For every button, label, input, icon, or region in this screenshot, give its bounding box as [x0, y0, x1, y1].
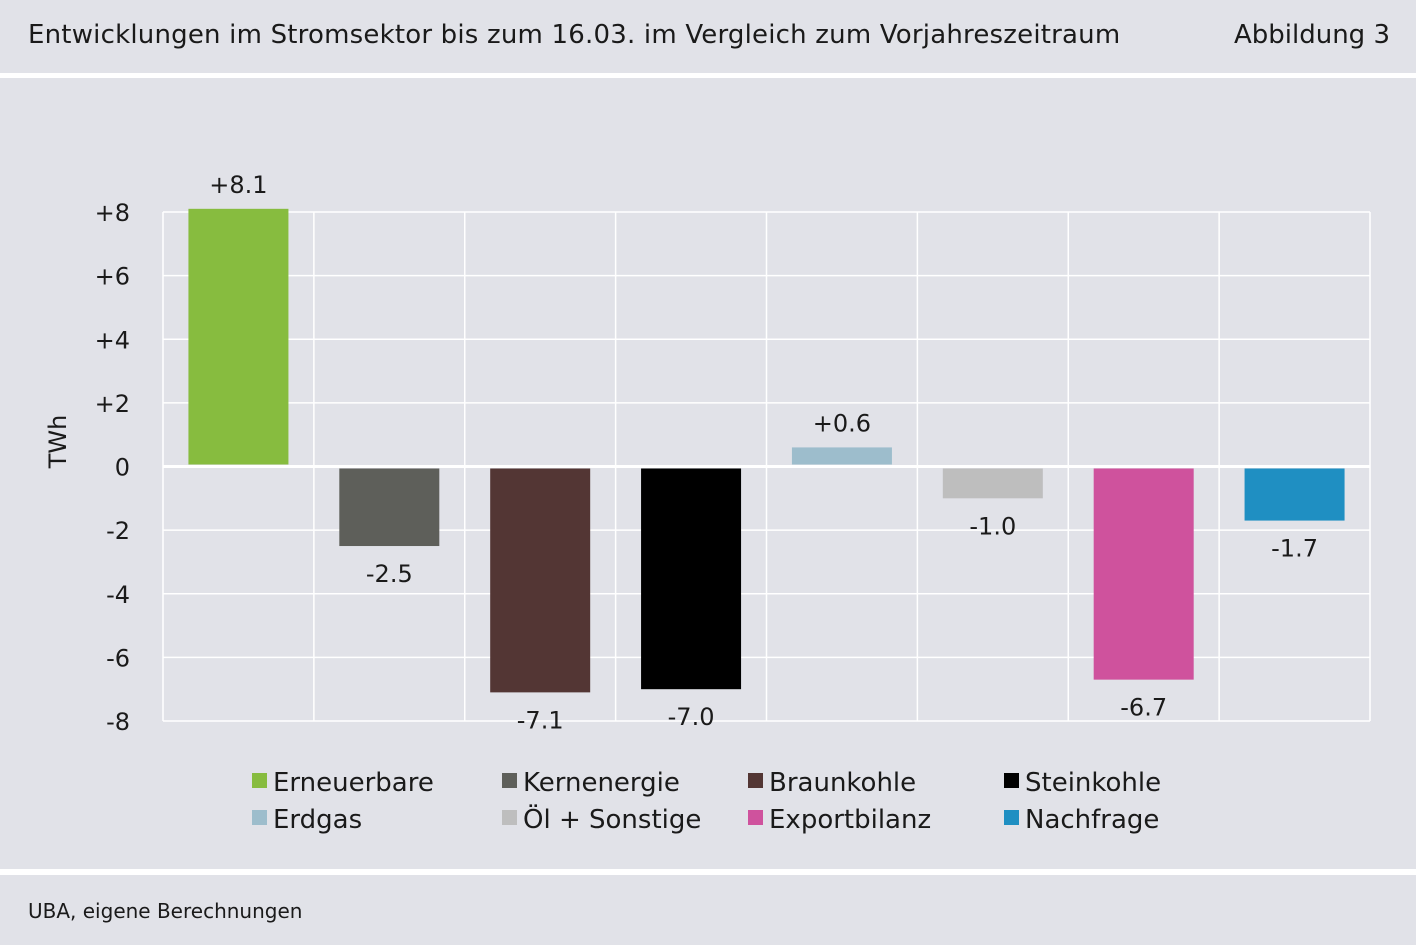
- bar-3: [641, 468, 742, 690]
- legend-swatch: [1004, 810, 1019, 825]
- y-tick-label: -4: [106, 581, 130, 609]
- data-label: -2.5: [366, 560, 413, 588]
- bar-4: [791, 447, 892, 465]
- legend-label: Kernenergie: [523, 768, 680, 798]
- bar-7: [1244, 468, 1345, 521]
- data-label: +8.1: [209, 171, 267, 199]
- footer-bar: UBA, eigene Berechnungen: [0, 875, 1416, 945]
- legend-label: Exportbilanz: [769, 805, 931, 835]
- y-tick-label: -8: [106, 708, 130, 736]
- y-tick-label: -6: [106, 644, 130, 672]
- data-label: +0.6: [813, 409, 871, 437]
- legend-swatch: [748, 773, 763, 788]
- bar-chart: +8 +6 +4 +2 0 -2 -4 -6 -8 TWh +8.1 -2.5 -7.1 -7.0 +0.6…: [44, 171, 1371, 835]
- legend-label: Steinkohle: [1025, 768, 1161, 798]
- figure-label: Abbildung 3: [1233, 20, 1390, 50]
- data-label: -6.7: [1120, 694, 1167, 722]
- y-tick-label: +4: [95, 326, 130, 354]
- bar-6: [1093, 468, 1194, 680]
- legend-swatch: [748, 810, 763, 825]
- bar-0: [188, 208, 289, 465]
- legend-label: Nachfrage: [1025, 805, 1159, 835]
- data-label: -7.0: [668, 703, 715, 731]
- header-bar: Entwicklungen im Stromsektor bis zum 16.…: [0, 0, 1416, 73]
- y-axis-label: TWh: [44, 415, 72, 470]
- legend-label: Erneuerbare: [273, 768, 434, 798]
- y-tick-label: -2: [106, 517, 130, 545]
- y-tick-label: +6: [95, 263, 130, 291]
- legend-swatch: [252, 773, 267, 788]
- bar-5: [942, 468, 1043, 499]
- legend-swatch: [502, 773, 517, 788]
- legend-swatch: [502, 810, 517, 825]
- y-tick-label: +2: [95, 390, 130, 418]
- legend-label: Erdgas: [273, 805, 362, 835]
- data-label: -1.0: [969, 512, 1016, 540]
- y-tick-label: 0: [115, 454, 130, 482]
- chart-panel: +8 +6 +4 +2 0 -2 -4 -6 -8 TWh +8.1 -2.5 -7.1 -7.0 +0.6…: [0, 78, 1416, 869]
- legend-label: Braunkohle: [769, 768, 916, 798]
- data-label: -1.7: [1271, 535, 1318, 563]
- bar-1: [339, 468, 440, 547]
- y-tick-label: +8: [95, 199, 130, 227]
- legend-swatch: [252, 810, 267, 825]
- legend-label: Öl + Sonstige: [523, 803, 701, 835]
- chart-title: Entwicklungen im Stromsektor bis zum 16.…: [28, 20, 1121, 50]
- data-label: -7.1: [517, 706, 564, 734]
- source-note: UBA, eigene Berechnungen: [28, 899, 303, 923]
- legend-swatch: [1004, 773, 1019, 788]
- bar-2: [490, 468, 591, 693]
